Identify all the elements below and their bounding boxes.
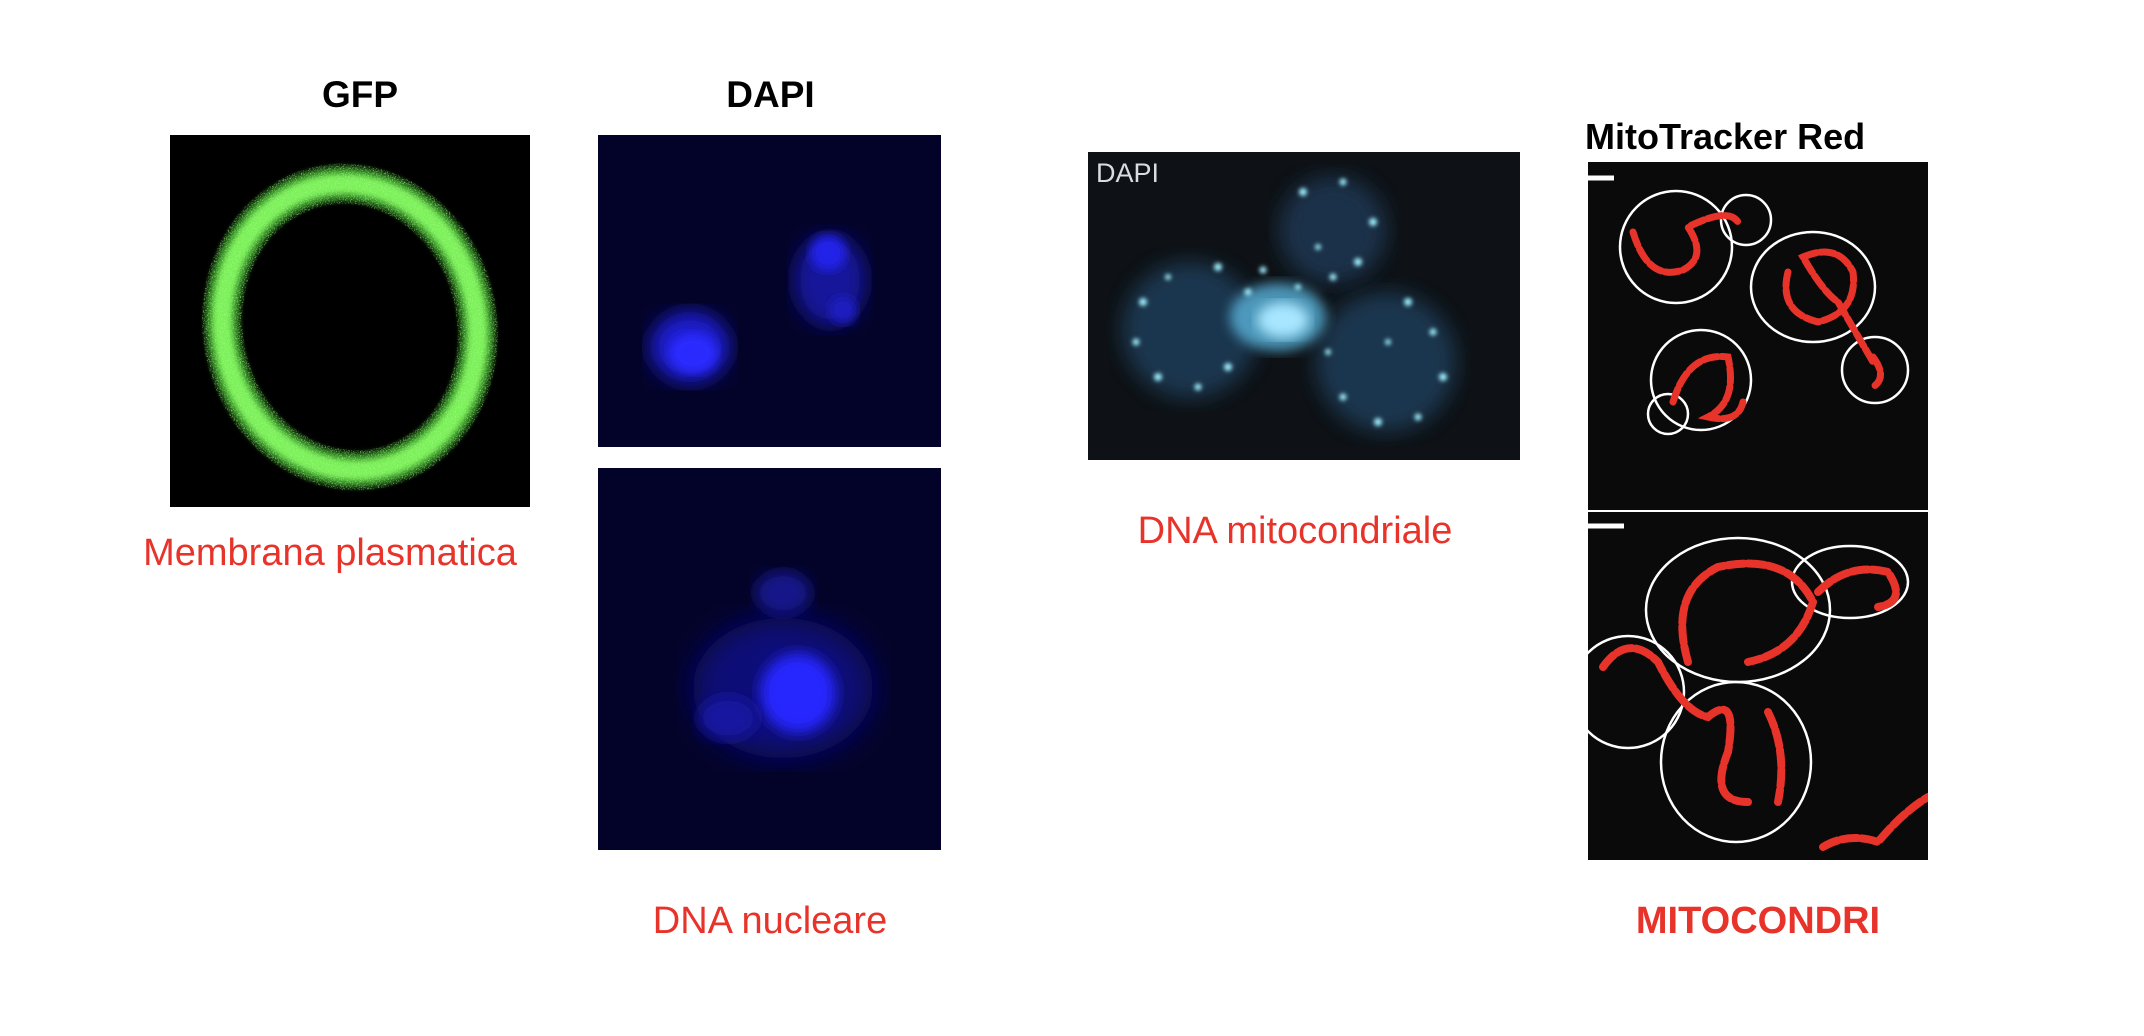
gfp-header: GFP: [321, 74, 399, 115]
mitotracker-image-top: [1588, 162, 1928, 510]
gfp-caption: Membrana plasmatica: [143, 532, 517, 574]
dapi-mito-inset-label: DAPI: [1096, 158, 1159, 188]
dapi-nuclear-image-top: [598, 135, 941, 447]
dapi-nuclear-image-bottom: [598, 468, 941, 850]
dapi-mito-image: DAPI: [1088, 152, 1520, 460]
dapi-nuclear-caption: DNA nucleare: [652, 900, 888, 942]
mitotracker-caption: MITOCONDRI: [1635, 900, 1881, 942]
mitotracker-header: MitoTracker Red: [1585, 116, 1866, 157]
dapi-mito-caption: DNA mitocondriale: [1137, 510, 1453, 552]
dapi-header: DAPI: [726, 74, 815, 115]
mitotracker-image-bottom: [1588, 512, 1928, 860]
gfp-membrane-image: [170, 135, 530, 507]
